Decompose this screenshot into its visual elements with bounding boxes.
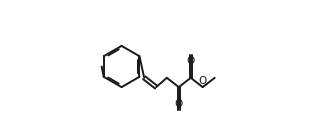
Text: O: O — [187, 56, 195, 66]
Text: O: O — [175, 99, 183, 109]
Text: O: O — [199, 76, 207, 86]
